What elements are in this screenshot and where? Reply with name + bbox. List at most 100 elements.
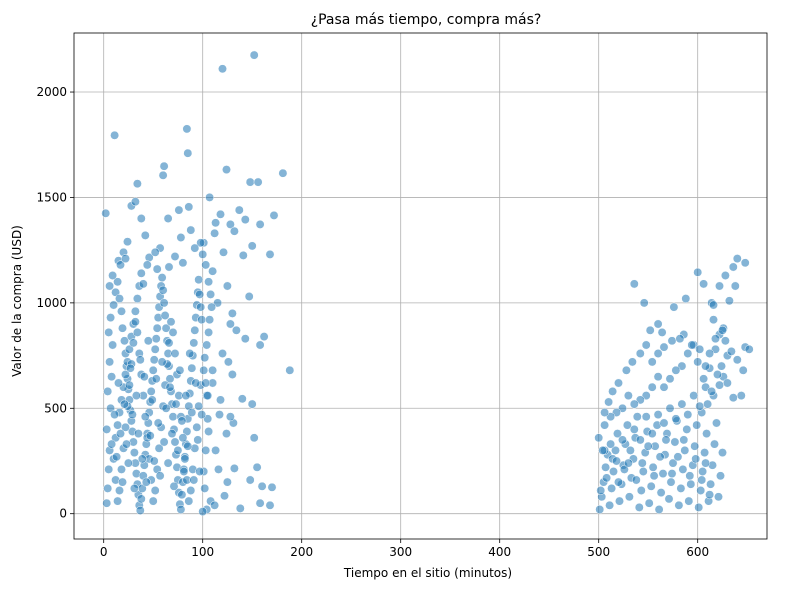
scatter-point xyxy=(229,226,239,236)
scatter-point xyxy=(101,208,111,218)
scatter-point xyxy=(170,252,180,261)
scatter-point xyxy=(726,346,736,356)
scatter-point xyxy=(715,380,724,390)
scatter-point xyxy=(174,205,184,215)
scatter-point xyxy=(116,260,125,270)
scatter-point xyxy=(615,496,624,506)
scatter-point xyxy=(136,494,146,504)
scatter-point xyxy=(185,349,195,358)
scatter-point xyxy=(717,361,726,371)
scatter-point xyxy=(169,481,179,491)
x-tick-label: 0 xyxy=(100,545,108,559)
scatter-point xyxy=(123,237,132,247)
scatter-point xyxy=(121,254,130,264)
scatter-point xyxy=(693,267,703,277)
scatter-point xyxy=(641,412,651,422)
scatter-point xyxy=(195,289,205,299)
scatter-point xyxy=(143,336,153,346)
scatter-point xyxy=(211,445,221,455)
scatter-point xyxy=(647,382,657,392)
scatter-point xyxy=(106,403,116,413)
scatter-point xyxy=(194,275,204,285)
scatter-point xyxy=(638,467,648,476)
scatter-point xyxy=(113,420,123,430)
scatter-point xyxy=(732,355,742,365)
scatter-point xyxy=(166,317,176,327)
scatter-point xyxy=(208,266,218,276)
scatter-point xyxy=(686,479,696,489)
scatter-point xyxy=(106,313,116,323)
scatter-point xyxy=(667,469,677,479)
scatter-point xyxy=(124,344,134,354)
scatter-point xyxy=(605,500,615,510)
scatter-point xyxy=(153,418,163,428)
scatter-point xyxy=(644,498,654,508)
scatter-point xyxy=(687,340,697,350)
scatter-point xyxy=(257,481,267,491)
scatter-point xyxy=(632,412,642,422)
scatter-point xyxy=(267,482,277,492)
scatter-point xyxy=(255,498,265,508)
scatter-point xyxy=(151,334,161,344)
scatter-point xyxy=(103,483,113,493)
scatter-point xyxy=(222,281,232,291)
scatter-point xyxy=(225,319,235,329)
scatter-point xyxy=(173,445,183,455)
scatter-point xyxy=(238,250,248,260)
scatter-point xyxy=(161,323,171,333)
scatter-point xyxy=(165,382,175,392)
scatter-point xyxy=(179,467,189,476)
scatter-point xyxy=(670,437,680,447)
scatter-point xyxy=(285,365,295,375)
scatter-point xyxy=(612,456,621,466)
scatter-point xyxy=(109,300,119,310)
scatter-point xyxy=(618,435,627,445)
scatter-point xyxy=(183,148,193,158)
scatter-point xyxy=(201,378,211,388)
scatter-point xyxy=(127,410,137,420)
scatter-point xyxy=(149,456,159,466)
scatter-point xyxy=(121,422,130,432)
scatter-point xyxy=(720,271,730,280)
scatter-point xyxy=(159,161,169,171)
scatter-point xyxy=(637,458,647,468)
scatter-point xyxy=(107,372,117,382)
scatter-point xyxy=(105,357,115,367)
scatter-point xyxy=(744,344,754,354)
scatter-point xyxy=(146,386,156,396)
scatter-point xyxy=(654,505,664,514)
scatter-point xyxy=(118,323,127,333)
scatter-point xyxy=(227,308,237,318)
scatter-point xyxy=(117,306,126,316)
scatter-point xyxy=(133,429,143,439)
x-tick-label: 500 xyxy=(587,545,610,559)
scatter-point xyxy=(159,298,169,308)
scatter-point xyxy=(123,458,133,468)
scatter-point xyxy=(154,443,164,453)
scatter-point xyxy=(596,486,606,495)
scatter-point xyxy=(192,422,202,432)
scatter-point xyxy=(147,395,157,405)
scatter-point xyxy=(200,483,210,493)
scatter-point xyxy=(211,218,221,228)
scatter-point xyxy=(184,496,194,506)
scatter-point xyxy=(163,214,173,223)
scatter-point xyxy=(621,365,631,375)
scatter-point xyxy=(190,243,200,253)
scatter-point xyxy=(702,429,712,439)
scatter-point xyxy=(159,437,169,447)
scatter-point xyxy=(177,490,187,500)
scatter-point xyxy=(197,410,207,420)
scatter-point xyxy=(608,386,618,396)
scatter-point xyxy=(664,494,674,504)
scatter-point xyxy=(163,458,173,468)
scatter-point xyxy=(252,462,262,472)
scatter-point xyxy=(145,431,155,441)
scatter-point xyxy=(168,412,178,422)
data-points xyxy=(101,50,754,517)
scatter-point xyxy=(656,488,666,498)
scatter-point xyxy=(269,210,279,220)
scatter-point xyxy=(198,249,208,259)
scatter-point xyxy=(182,427,192,436)
scatter-point xyxy=(187,408,197,417)
